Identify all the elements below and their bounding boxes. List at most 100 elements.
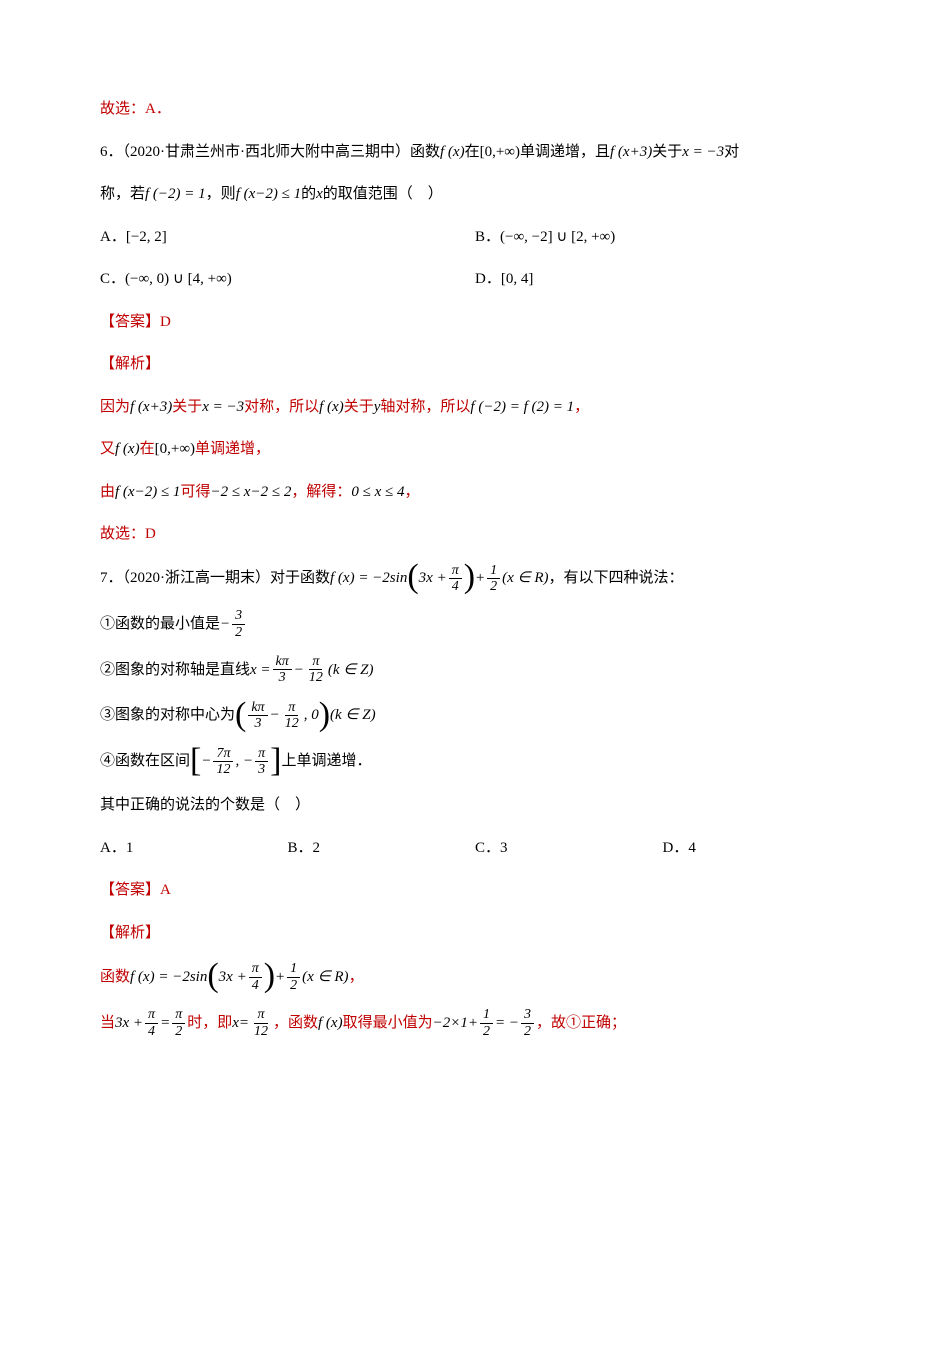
q6-option-d: D． [0, 4] [475,265,850,294]
q6-s1h: y [374,393,381,422]
q6-s3d: −2 ≤ x−2 ≤ 2 [210,478,291,507]
q6-xm3: x = −3 [682,138,724,167]
q7-tail: ，有以下四种说法： [549,564,684,593]
q7-p4-f1: 7π12 [213,746,233,778]
q7-p2a: ②图象的对称轴是直线 [100,656,250,685]
q6-t3: 关于 [652,138,682,167]
q6-option-b: B． (−∞, −2] ∪ [2, +∞) [475,223,850,252]
q7-options: A．1 B．2 C．3 D．4 [100,834,850,863]
q7-s2k: ，故①正确； [536,1009,626,1038]
q7-s2-d4: 2 [480,1024,493,1039]
q6-t4: 对 [724,138,739,167]
q7-s2d: 时，即 [187,1009,232,1038]
q6-s3e: ，解得： [291,478,351,507]
q6-s2e: 单调递增， [195,435,270,464]
q7-s2i: −2×1+ [433,1009,478,1038]
q6-sol1: 因为 f (x+3) 关于 x = −3 对称，所以 f (x) 关于 y 轴对… [100,393,850,422]
q7-p2-d2: 12 [306,670,326,685]
q6-s1j: f (−2) = f (2) = 1 [470,393,574,422]
q7-pi4-d: 4 [449,579,462,594]
q7-s1f: (x ∈ R) [302,963,348,992]
q7-p4-mid: , − [235,747,253,776]
q7-p1-n: 3 [232,608,245,624]
q7-plus: + [475,564,485,593]
q7-pi4: π4 [449,563,462,595]
q7-option-b: B．2 [288,834,476,863]
q7-s2-f3: π12 [251,1007,271,1039]
q6-stem-line2: 称，若 f (−2) = 1 ，则 f (x−2) ≤ 1 的 x 的取值范围（… [100,180,850,209]
q7-sol1: 函数 f (x) = −2sin ( 3x + π4 ) + 12 (x ∈ R… [100,961,850,993]
q7-s2-f5: 32 [521,1007,534,1039]
q7-s2g: f (x) [318,1009,343,1038]
q7-p4-n1: 7π [213,746,233,762]
q7-p3-n2: π [285,700,298,716]
q7-p3c: (k ∈ Z) [330,701,376,730]
q6-s1k: ， [574,393,589,422]
q7-option-d: D．4 [663,834,851,863]
q7-p3-f2: π12 [282,700,302,732]
q7-p4-d2: 3 [255,762,268,777]
q7-half-d: 2 [487,579,500,594]
q6-s3b: f (x−2) ≤ 1 [115,478,180,507]
q7-p3-d2: 12 [282,716,302,731]
q6-s1g: 关于 [344,393,374,422]
q7-3x: 3x + [419,564,447,593]
q7-s2-n5: 3 [521,1007,534,1023]
q6-optA-val: [−2, 2] [126,223,167,252]
q7-s2j: = − [495,1009,519,1038]
q7-s2f: ，函数 [273,1009,318,1038]
q7-p2-f1: kπ3 [273,654,292,686]
q6-fx3: f (x+3) [610,138,652,167]
q7-ask-text: 其中正确的说法的个数是（ ） [100,791,310,820]
q7-p2-n1: kπ [273,654,292,670]
q6-fx: f (x) [440,138,465,167]
q7-half: 12 [487,563,500,595]
q7-p4-f2: π3 [255,746,268,778]
q7-p4a: ④函数在区间 [100,747,190,776]
q7-option-a: A．1 [100,834,288,863]
q7-s1-n: π [249,961,262,977]
q6-s1b: f (x+3) [130,393,172,422]
q7-s1-d: 4 [249,978,262,993]
prev-conclusion: 故选：A． [100,95,850,124]
q6-optD-val: [0, 4] [501,265,534,294]
q7-optB: B．2 [288,834,321,863]
q7-p4-n2: π [255,746,268,762]
q7-s2b: 3x + [115,1009,143,1038]
q7-p4: ④函数在区间 [ − 7π12 , − π3 ] 上单调递增． [100,746,850,778]
q6-optC-label: C． [100,265,125,294]
q7-s1e-n: 1 [287,961,300,977]
q6-option-c: C． (−∞, 0) ∪ [4, +∞) [100,265,475,294]
q7-p2c: (k ∈ Z) [328,656,374,685]
q7-p4-d1: 12 [213,762,233,777]
q6-jiexi-text: 【解析】 [100,350,160,379]
q7-p1-frac: 32 [232,608,245,640]
q7-p1a: ①函数的最小值是 [100,610,220,639]
q7-p3-n1: kπ [248,700,267,716]
q6-s2b: f (x) [115,435,140,464]
q7-s1-f1: π4 [249,961,262,993]
q7-s2-n1: π [145,1007,158,1023]
q6-t7: 的 [301,180,316,209]
q7-s2a: 当 [100,1009,115,1038]
q6-s2a: 又 [100,435,115,464]
q7-p3: ③图象的对称中心为 ( kπ3 − π12 , 0 ) (k ∈ Z) [100,700,850,732]
q6-s2c: 在 [140,435,155,464]
q6-int: [0,+∞) [480,138,520,167]
q7-s2-f1: π4 [145,1007,158,1039]
q6-jiexi: 【解析】 [100,350,850,379]
q7-p2: ②图象的对称轴是直线 x = kπ3 − π12 (k ∈ Z) [100,654,850,686]
q7-pi4-n: π [449,563,462,579]
q7-s2-f4: 12 [480,1007,493,1039]
q7-s1d: + [275,963,285,992]
q6-s3a: 由 [100,478,115,507]
q7-p4b: 上单调递增． [281,747,371,776]
q6-answer: 【答案】D [100,308,850,337]
q7-p3-f1: kπ3 [248,700,267,732]
q6-optB-val: (−∞, −2] ∪ [2, +∞) [500,223,615,252]
q6-options-row1: A． [−2, 2] B． (−∞, −2] ∪ [2, +∞) [100,223,850,252]
q6-s2d: [0,+∞) [155,435,195,464]
q7-fx: f (x) = −2sin [330,564,407,593]
q7-p1b: − [220,610,230,639]
q7-s2-n2: π [172,1007,185,1023]
